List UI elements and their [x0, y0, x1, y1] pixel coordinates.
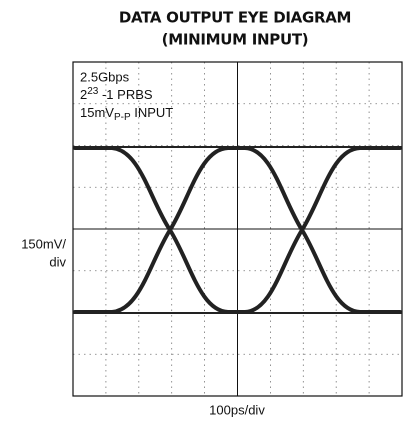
text: 2	[80, 87, 87, 102]
annotation: 15mVP-P INPUT	[80, 105, 173, 122]
title-line: DATA OUTPUT EYE DIAGRAM	[119, 9, 351, 27]
annotation: 2.5Gbps	[80, 69, 130, 84]
subscript: P-P	[114, 112, 131, 123]
y-axis-label: 150mV/	[21, 236, 66, 251]
trace	[73, 146, 402, 314]
text: INPUT	[131, 105, 174, 120]
superscript: 23	[87, 86, 99, 97]
y-axis-label: div	[49, 254, 66, 269]
title-line: (MINIMUM INPUT)	[162, 31, 309, 49]
x-axis-label: 100ps/div	[209, 402, 265, 417]
text: 15mV	[80, 105, 114, 120]
annotation: 223 -1 PRBS	[80, 86, 153, 103]
text: -1 PRBS	[98, 87, 153, 102]
eye-traces	[73, 146, 402, 314]
trace	[73, 146, 402, 314]
